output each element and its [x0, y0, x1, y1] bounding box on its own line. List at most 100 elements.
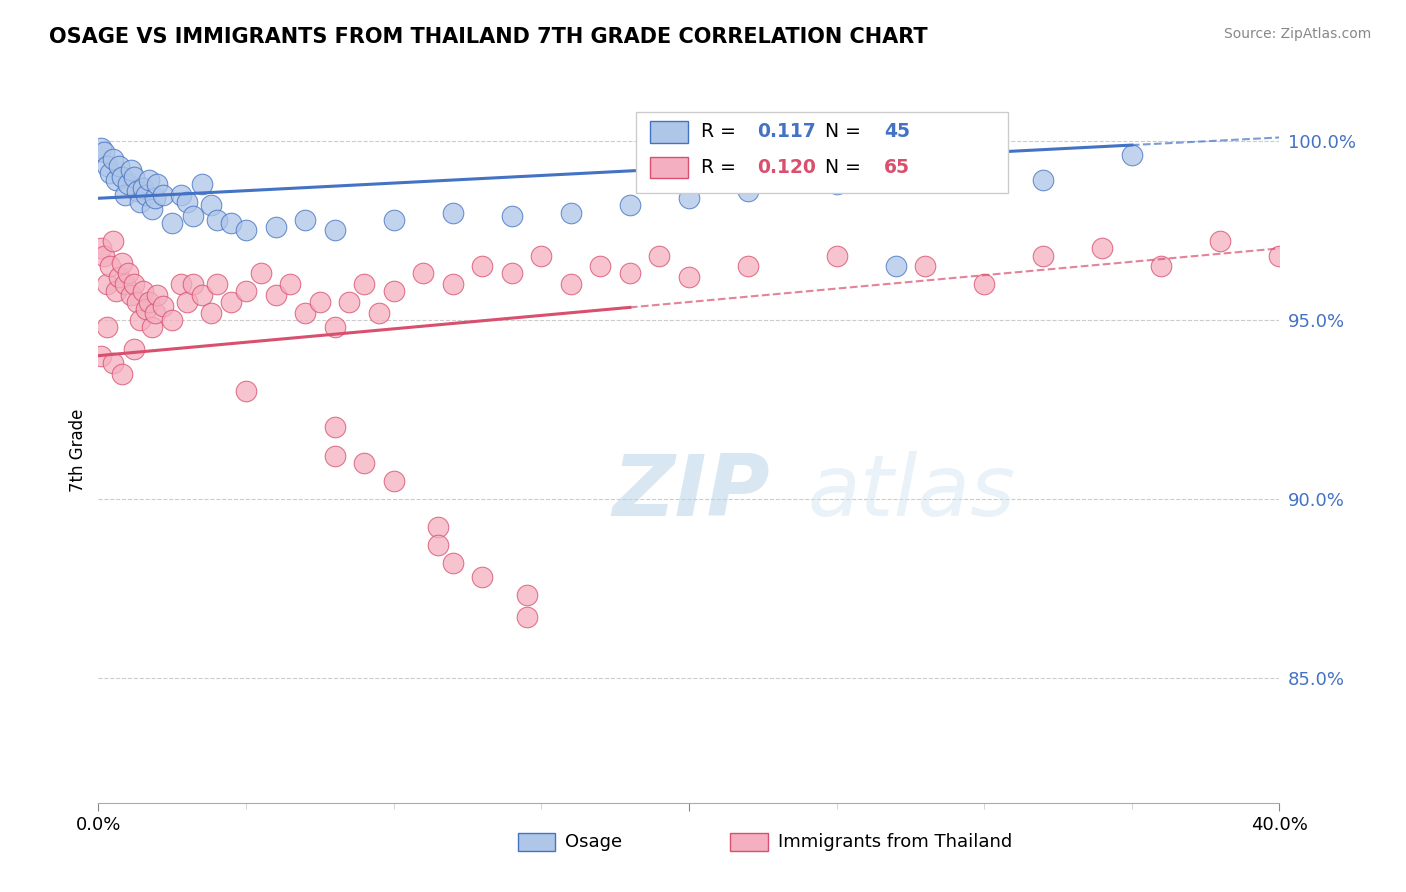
Point — [1032, 248, 1054, 262]
Point — [111, 169, 134, 184]
Point — [589, 259, 612, 273]
Point — [501, 266, 523, 280]
Point — [235, 384, 257, 399]
Point — [560, 277, 582, 292]
Point — [825, 248, 848, 262]
Point — [353, 456, 375, 470]
Point — [678, 191, 700, 205]
Point — [191, 177, 214, 191]
Point — [114, 187, 136, 202]
Point — [382, 474, 405, 488]
Point — [152, 299, 174, 313]
Point — [516, 609, 538, 624]
Point — [530, 248, 553, 262]
Point — [122, 277, 145, 292]
Text: N =: N = — [825, 122, 866, 142]
Point — [125, 184, 148, 198]
Point — [105, 285, 128, 299]
Point — [96, 277, 118, 292]
Text: 45: 45 — [884, 122, 910, 142]
Point — [90, 241, 112, 255]
Point — [162, 313, 183, 327]
Point — [200, 306, 222, 320]
Point — [122, 342, 145, 356]
Point — [122, 169, 145, 184]
Point — [339, 295, 361, 310]
Point — [441, 556, 464, 570]
Text: 0.120: 0.120 — [758, 158, 817, 177]
Point — [146, 288, 169, 302]
Point — [111, 255, 134, 269]
Point — [128, 313, 150, 327]
Point — [93, 248, 115, 262]
Bar — [517, 833, 555, 851]
Point — [135, 187, 157, 202]
Bar — [650, 121, 688, 143]
Point — [280, 277, 302, 292]
Point — [1121, 148, 1143, 162]
Point — [648, 248, 671, 262]
Point — [125, 295, 148, 310]
Point — [973, 277, 995, 292]
Point — [141, 202, 163, 216]
Point — [471, 259, 494, 273]
Text: R =: R = — [700, 158, 741, 177]
Point — [382, 212, 405, 227]
Point — [205, 277, 228, 292]
Point — [132, 285, 155, 299]
Text: Source: ZipAtlas.com: Source: ZipAtlas.com — [1223, 27, 1371, 41]
Point — [825, 177, 848, 191]
Text: Osage: Osage — [565, 833, 621, 851]
Point — [323, 320, 346, 334]
Point — [382, 285, 405, 299]
Text: N =: N = — [825, 158, 866, 177]
Point — [111, 367, 134, 381]
Point — [96, 159, 118, 173]
Point — [181, 209, 204, 223]
Point — [353, 277, 375, 292]
Point — [471, 570, 494, 584]
Point — [108, 270, 131, 285]
Text: 65: 65 — [884, 158, 910, 177]
Point — [181, 277, 204, 292]
Point — [176, 194, 198, 209]
Point — [412, 266, 434, 280]
Point — [235, 285, 257, 299]
Point — [120, 162, 142, 177]
Point — [98, 259, 121, 273]
Point — [128, 194, 150, 209]
Point — [441, 277, 464, 292]
Point — [501, 209, 523, 223]
Point — [132, 180, 155, 194]
Point — [884, 259, 907, 273]
Bar — [730, 833, 768, 851]
Point — [914, 259, 936, 273]
Point — [560, 205, 582, 219]
Text: ZIP: ZIP — [612, 451, 770, 534]
Point — [678, 270, 700, 285]
Point — [117, 266, 139, 280]
Point — [516, 588, 538, 602]
Point — [737, 184, 759, 198]
Point — [619, 198, 641, 212]
Point — [294, 306, 316, 320]
Point — [221, 216, 243, 230]
Point — [90, 349, 112, 363]
Point — [120, 288, 142, 302]
Text: atlas: atlas — [807, 451, 1015, 534]
Point — [170, 277, 193, 292]
Point — [143, 191, 166, 205]
Bar — [650, 157, 688, 178]
Point — [103, 234, 125, 248]
Point — [98, 166, 121, 180]
Point — [103, 356, 125, 370]
Point — [441, 205, 464, 219]
Point — [1150, 259, 1173, 273]
Y-axis label: 7th Grade: 7th Grade — [69, 409, 87, 492]
Point — [90, 141, 112, 155]
Point — [1209, 234, 1232, 248]
Point — [619, 266, 641, 280]
Point — [108, 159, 131, 173]
Point — [368, 306, 391, 320]
Point — [973, 162, 995, 177]
